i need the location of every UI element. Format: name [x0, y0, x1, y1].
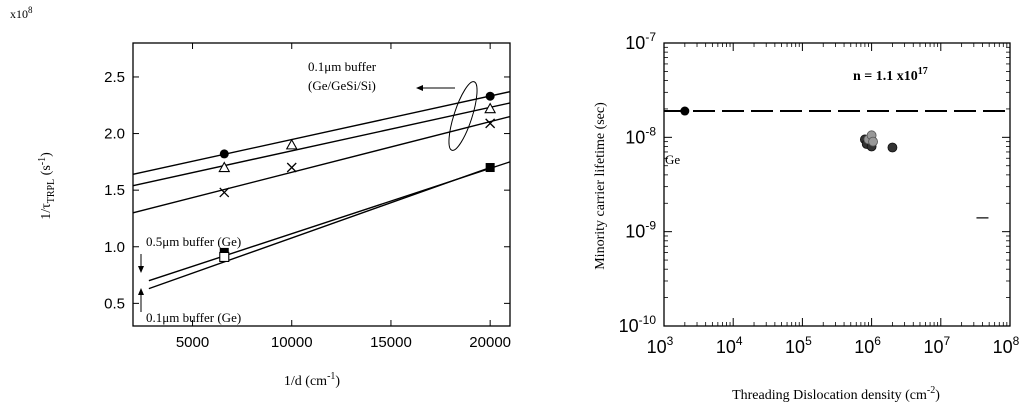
left-point-square-filled [485, 163, 495, 173]
left-multiplier: x108 [10, 5, 33, 21]
left-x-axis-label: 1/d (cm-1) [284, 371, 341, 389]
left-y-tick-label: 1.0 [104, 239, 125, 256]
right-y-tick-label: 10-9 [625, 219, 656, 242]
left-y-tick-label: 1.5 [104, 182, 125, 199]
left-point-cross [219, 187, 230, 198]
right-point-dark [887, 142, 898, 153]
left-point-triangle [484, 102, 497, 114]
left-fit-line [132, 102, 511, 187]
group-annotation-line1: 0.1μm buffer [308, 59, 377, 74]
left-x-tick-label: 10000 [271, 334, 313, 351]
left-fit-line [148, 166, 491, 290]
left-point-cross [485, 118, 496, 129]
left-point-circle [485, 91, 495, 101]
right-x-tick-label: 108 [993, 334, 1020, 357]
left-fit-line [132, 115, 511, 214]
left-x-tick-label: 15000 [370, 334, 412, 351]
right-y-tick-label: 10-8 [625, 124, 656, 147]
left-x-tick-label: 5000 [176, 334, 209, 351]
left-fit-lines [132, 90, 511, 290]
buffer-05-arrow-head [138, 266, 144, 273]
right-y-axis-label: Minority carrier lifetime (sec) [593, 102, 608, 270]
right-x-tick-label: 103 [647, 334, 674, 357]
left-point-triangle [285, 138, 298, 150]
left-y-tick-label: 2.5 [104, 69, 125, 86]
right-x-tick-label: 105 [785, 334, 812, 357]
left-markers [218, 91, 497, 262]
ge-label: Ge [665, 152, 680, 167]
ge-point [680, 106, 690, 116]
group-arrow-head [416, 85, 423, 91]
right-annotation: n = 1.1 x1017 [853, 66, 928, 84]
left-y-tick-label: 0.5 [104, 295, 125, 312]
buffer-01-arrow-head [138, 288, 144, 295]
left-fit-line [132, 90, 511, 175]
right-x-axis-label: Threading Dislocation density (cm-2) [732, 385, 940, 403]
left-plot-frame [132, 42, 511, 327]
right-x-tick-label: 106 [854, 334, 881, 357]
left-point-cross [286, 162, 297, 173]
left-ticks: 5000 10000 15000 20000 0.5 1.0 1.5 2.0 2.5 [104, 43, 511, 351]
left-x-tick-label: 20000 [469, 334, 511, 351]
right-x-tick-label: 107 [923, 334, 950, 357]
right-chart: 103 104 105 106 107 108 10-10 10-9 10-8 10-7 n = … [593, 30, 1020, 403]
group-annotation-line2: (Ge/GeSi/Si) [308, 78, 376, 93]
left-point-circle [219, 149, 229, 159]
right-y-tick-label: 10-7 [625, 30, 656, 53]
left-point-triangle [218, 161, 231, 173]
right-y-tick-label: 10-10 [619, 313, 657, 336]
left-point-square-open [219, 251, 230, 262]
left-y-tick-label: 2.0 [104, 126, 125, 143]
right-point-gray [868, 136, 878, 147]
right-x-tick-label: 104 [716, 334, 743, 357]
right-plot-frame [663, 42, 1011, 327]
left-y-axis-label: 1/τTRPL (s-1) [37, 152, 57, 220]
buffer-05-annotation: 0.5μm buffer (Ge) [146, 234, 241, 249]
right-markers [680, 106, 989, 219]
group-ellipse [448, 81, 478, 151]
buffer-01-annotation: 0.1μm buffer (Ge) [146, 310, 241, 325]
right-ticks: 103 104 105 106 107 108 10-10 10-9 10-8 10-7 [619, 30, 1020, 357]
